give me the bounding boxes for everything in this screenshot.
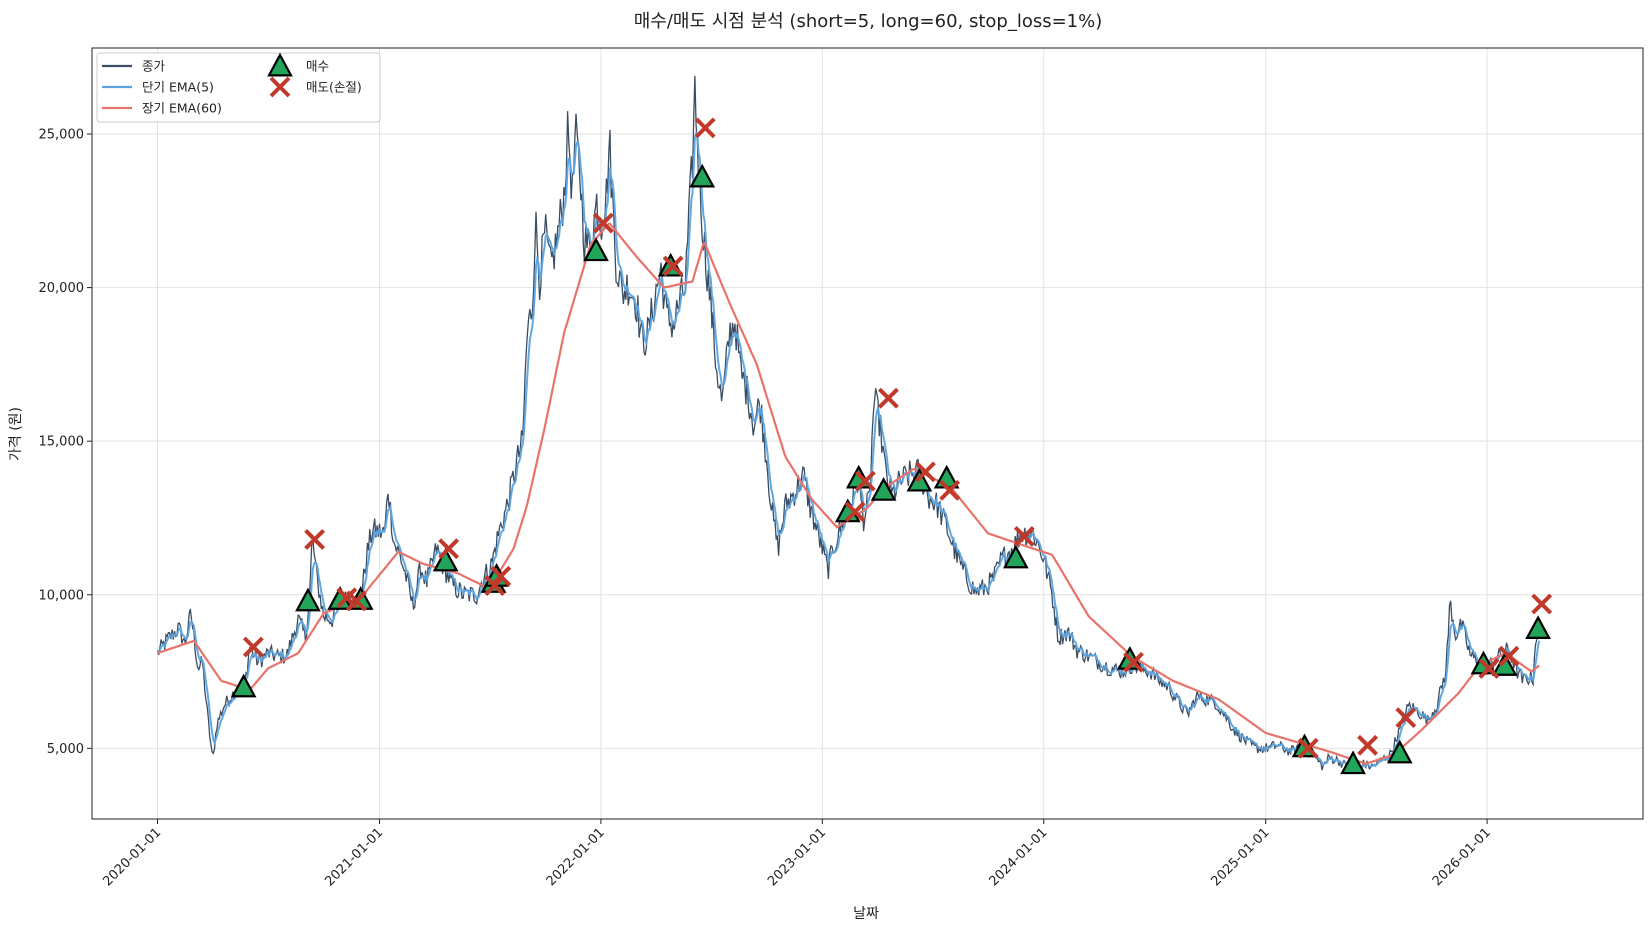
- chart-title: 매수/매도 시점 분석 (short=5, long=60, stop_loss…: [634, 11, 1103, 32]
- legend-label: 매도(손절): [306, 80, 362, 95]
- y-tick-label: 5,000: [47, 742, 84, 757]
- y-tick-label: 25,000: [39, 128, 85, 143]
- legend-label: 단기 EMA(5): [142, 80, 214, 95]
- chart-canvas: 매수/매도 시점 분석 (short=5, long=60, stop_loss…: [0, 0, 1650, 930]
- x-axis-title: 날짜: [853, 906, 879, 922]
- y-tick-label: 20,000: [39, 281, 85, 296]
- y-axis-title: 가격 (원): [8, 407, 24, 461]
- y-tick-label: 10,000: [39, 588, 85, 603]
- y-tick-label: 15,000: [39, 435, 85, 450]
- legend-label: 종가: [142, 59, 166, 74]
- legend-label: 매수: [306, 59, 329, 74]
- legend-label: 장기 EMA(60): [142, 101, 222, 116]
